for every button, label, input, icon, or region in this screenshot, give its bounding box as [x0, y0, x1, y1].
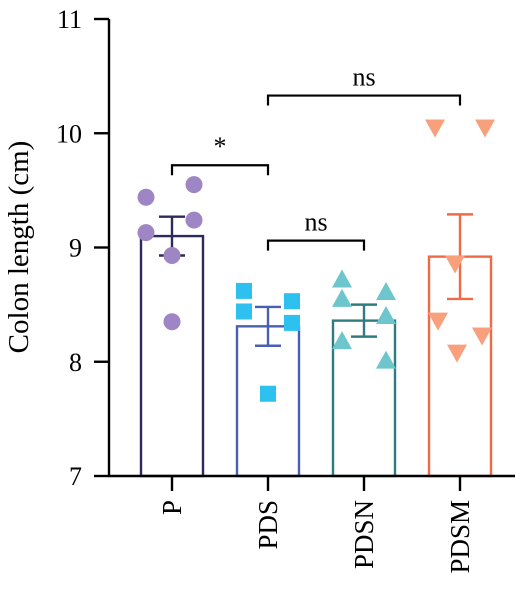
point-p [137, 188, 155, 206]
point-pds [260, 385, 276, 402]
y-tick-label: 8 [69, 348, 82, 377]
y-ticks: 7 8 9 10 11 [56, 5, 109, 491]
significance-bracket [266, 239, 366, 251]
point-pdsn [332, 331, 352, 350]
point-pdsn [376, 350, 396, 369]
y-axis-label: Colon length (cm) [3, 141, 35, 354]
significance-annotations: * ns ns [170, 63, 462, 251]
point-pdsm [428, 312, 448, 331]
point-pds [236, 303, 252, 320]
x-tick-label-p: P [157, 500, 187, 515]
point-p [137, 224, 155, 242]
point-pdsm [425, 119, 445, 138]
x-tick-label-pdsm: PDSM [445, 500, 475, 574]
significance-label: ns [304, 208, 327, 237]
point-pds [284, 314, 300, 331]
x-ticks: P PDS PDSN PDSM [157, 476, 475, 574]
significance-bracket [170, 164, 270, 176]
significance-label: ns [352, 63, 375, 92]
point-p [185, 211, 203, 229]
point-pdsm [472, 327, 492, 346]
bars [139, 234, 493, 478]
significance-label: * [214, 132, 227, 161]
point-p [163, 313, 181, 331]
point-p [185, 176, 203, 194]
significance-bracket [266, 94, 462, 106]
bar-p [139, 234, 205, 478]
axes [107, 19, 515, 478]
y-tick-label: 9 [69, 234, 82, 263]
y-tick-label: 11 [57, 5, 82, 34]
point-pdsn [332, 269, 352, 288]
point-pdsn [376, 282, 396, 301]
point-pds [284, 293, 300, 310]
point-pdsm [445, 255, 465, 274]
y-tick-label: 10 [56, 119, 82, 148]
data-points [137, 119, 495, 402]
x-tick-label-pdsn: PDSN [349, 500, 379, 569]
point-pdsm [475, 119, 495, 138]
point-pds [236, 282, 252, 299]
x-tick-label-pds: PDS [253, 500, 283, 550]
point-pdsm [447, 344, 467, 363]
point-p [163, 246, 181, 264]
point-pdsn [376, 306, 396, 325]
y-tick-label: 7 [69, 462, 82, 491]
point-pdsn [332, 288, 352, 307]
